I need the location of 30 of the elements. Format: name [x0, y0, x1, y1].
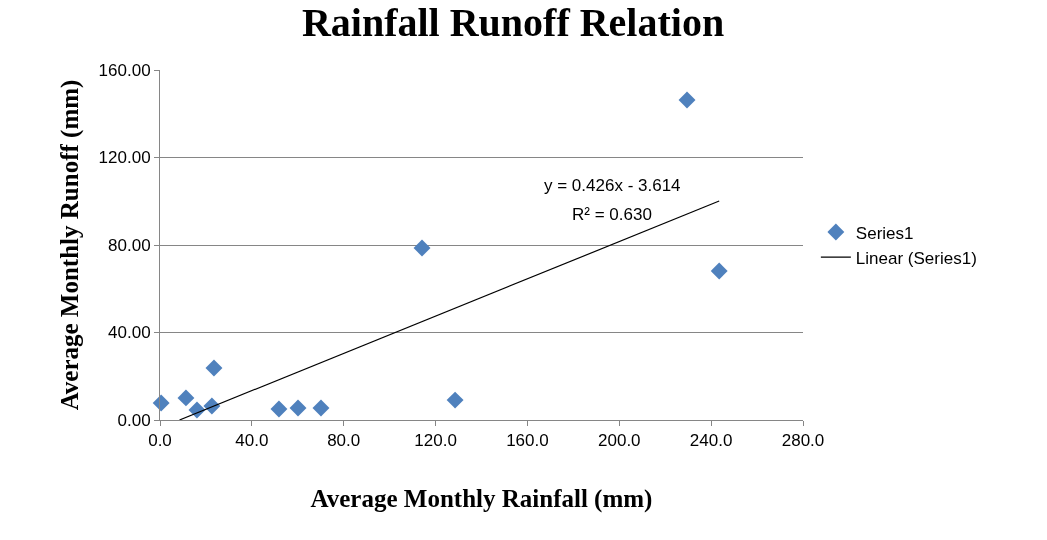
x-tick-label: 80.0 — [327, 431, 361, 451]
point — [312, 399, 330, 417]
point — [152, 394, 170, 412]
chart-title: Rainfall Runoff Relation — [301, 0, 725, 46]
x-tick-label: 40.0 — [235, 431, 269, 451]
point — [270, 400, 288, 418]
y-tick-label: 40.00 — [108, 323, 151, 343]
y-tick-label: 0.00 — [117, 410, 151, 430]
x-tick-label: 160.0 — [506, 431, 549, 451]
point — [205, 359, 223, 377]
y-tick-label: 80.00 — [108, 235, 151, 255]
legend-label: Series1 — [855, 223, 914, 243]
x-tick-label: 120.0 — [414, 431, 457, 451]
x-tick-label: 280.0 — [781, 431, 825, 451]
legend-label: Linear (Series1) — [855, 248, 977, 268]
x-tick-label: 240.0 — [689, 431, 733, 451]
point — [289, 399, 307, 417]
point — [446, 391, 464, 409]
x-axis-title: Average Monthly Rainfall (mm) — [310, 485, 653, 514]
point — [177, 389, 195, 407]
annotation: R² = 0.630 — [572, 205, 652, 224]
annotation: y = 0.426x - 3.614 — [544, 176, 681, 195]
y-tick-label: 120.00 — [98, 148, 151, 168]
x-tick-label: 0.0 — [148, 431, 172, 451]
point — [710, 262, 728, 280]
y-axis-title: Average Monthly Runoff (mm) — [56, 79, 85, 411]
y-tick-label: 160.00 — [98, 60, 151, 80]
x-tick-label: 200.0 — [598, 431, 641, 451]
point — [413, 239, 431, 257]
point — [678, 91, 696, 109]
